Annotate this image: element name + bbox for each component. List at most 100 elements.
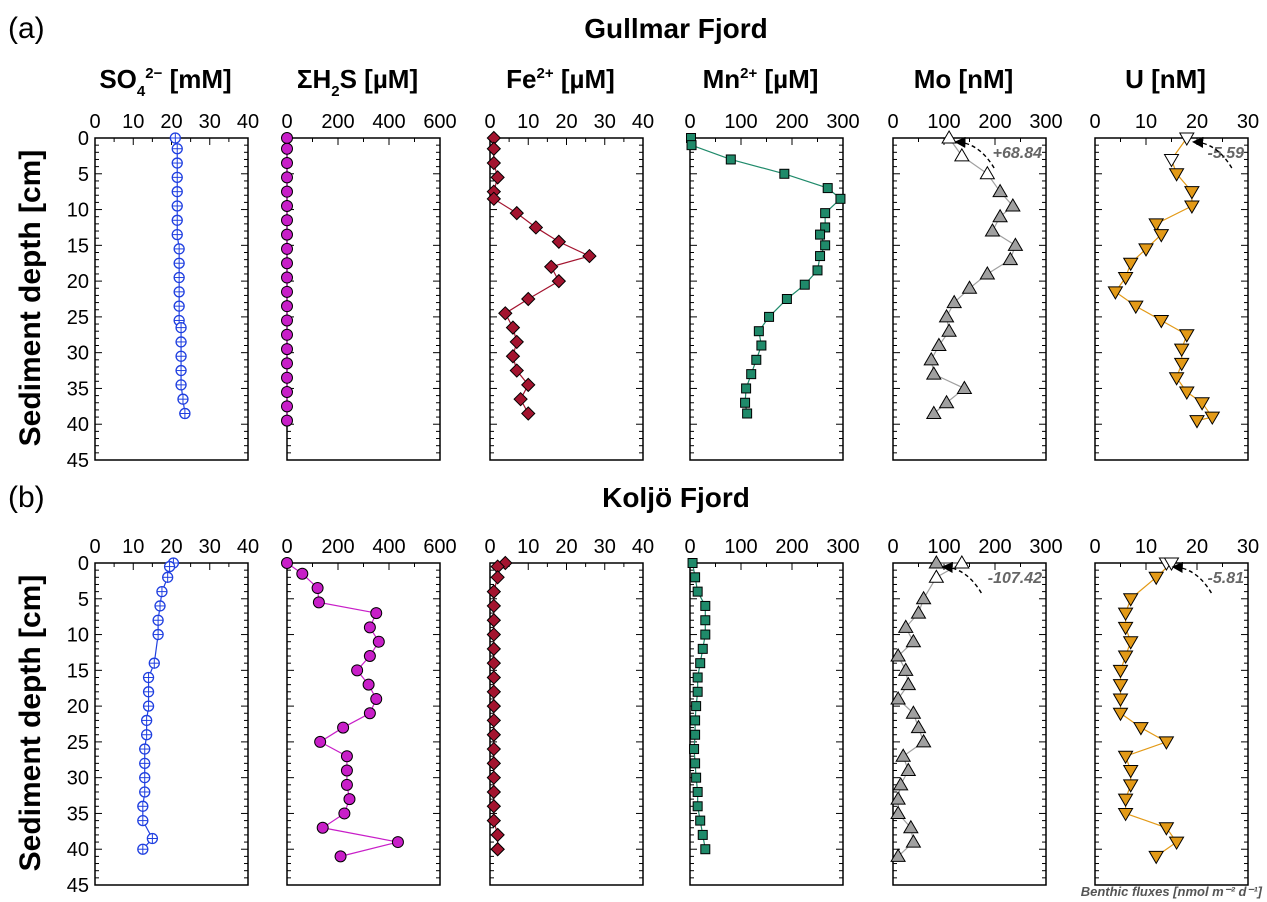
x-tick-label: 100 <box>927 536 960 558</box>
data-point-u <box>1148 850 1165 865</box>
data-point-u <box>1117 272 1134 286</box>
data-point-mo <box>984 223 1001 237</box>
data-point-mo <box>890 791 906 805</box>
series-line-u <box>1114 137 1214 422</box>
x-tick-label: 20 <box>555 536 577 558</box>
y-tick-label: 15 <box>67 235 89 257</box>
plot-b-mo: 0 100 200 300 -107.42 <box>887 536 1063 886</box>
x-tick-label: 0 <box>684 111 695 133</box>
data-point-h2s <box>281 557 293 569</box>
y-tick-label: 10 <box>67 625 89 647</box>
x-tick-label: 300 <box>1029 536 1062 558</box>
x-tick-label: 20 <box>1186 111 1208 133</box>
x-tick-label: 40 <box>632 536 654 558</box>
data-point-h2s <box>343 793 356 806</box>
data-point-mn <box>692 801 703 812</box>
y-tick-label: 0 <box>78 553 89 575</box>
x-tick-label: 30 <box>199 111 221 133</box>
data-point-mo <box>925 366 942 380</box>
data-point-fe <box>521 377 536 393</box>
x-tick-label: 30 <box>594 111 616 133</box>
x-tick-label: 0 <box>484 536 495 558</box>
plot-a-u: 0 10 20 30 U [nM] -5.59 <box>1089 64 1259 461</box>
x-tick-label: 10 <box>517 111 539 133</box>
data-point-mn <box>822 183 833 194</box>
data-point-fe <box>486 670 502 685</box>
data-point-fe <box>486 741 502 757</box>
data-point-mo <box>900 676 917 691</box>
data-point-fe <box>551 234 567 249</box>
data-point-fe <box>521 291 536 307</box>
data-point-mn <box>753 326 764 337</box>
x-tick-label: 200 <box>321 536 354 558</box>
data-point-so4 <box>171 200 183 212</box>
data-point-so4 <box>177 393 189 405</box>
x-tick-label: 0 <box>684 536 695 558</box>
data-point-so4 <box>171 171 183 184</box>
x-tick-label: 400 <box>372 536 405 558</box>
flux-arrow <box>941 561 982 594</box>
data-point-mn <box>741 383 752 394</box>
data-point-mo <box>979 165 996 180</box>
data-point-mo <box>910 605 927 619</box>
flux-arrow <box>1171 561 1213 594</box>
data-point-h2s <box>363 707 376 720</box>
x-tick-label: 400 <box>372 111 405 133</box>
data-point-u <box>1112 664 1129 679</box>
x-tick-label: 0 <box>281 536 292 558</box>
data-point-u <box>1189 415 1205 429</box>
data-point-so4 <box>171 186 183 198</box>
x-tick-label: 30 <box>1237 111 1259 133</box>
data-point-u <box>1153 229 1170 243</box>
x-tick-label: 200 <box>978 111 1011 133</box>
data-point-u <box>1168 372 1185 386</box>
column-title: U [nM] <box>1125 64 1206 94</box>
data-point-mn <box>779 168 790 179</box>
data-point-h2s <box>281 185 293 198</box>
x-tick-label: 100 <box>724 536 757 558</box>
plot-frame <box>689 137 844 461</box>
x-tick-label: 0 <box>89 536 100 558</box>
x-tick-label: 40 <box>237 536 259 558</box>
data-point-fe <box>490 842 505 857</box>
plot-b-h2s: 0 200 400 600 <box>281 536 457 886</box>
column-title: ΣH2S [µM] <box>297 64 418 100</box>
data-point-u <box>1117 807 1134 822</box>
flux-arrow <box>1192 136 1233 169</box>
data-point-fe <box>486 627 502 642</box>
y-tick-label: 30 <box>67 768 89 790</box>
data-point-fe <box>486 770 502 785</box>
x-tick-label: 0 <box>1089 111 1100 133</box>
data-point-mn <box>689 744 700 755</box>
data-point-h2s <box>281 132 293 144</box>
y-axis-label-a: Sediment depth [cm] <box>14 150 47 447</box>
data-point-mo <box>931 337 947 352</box>
data-point-mo <box>928 555 945 569</box>
data-point-fe <box>486 684 502 700</box>
x-tick-label: 40 <box>237 111 259 133</box>
flux-annotation: -5.81 <box>1208 570 1245 587</box>
data-point-fe <box>582 248 597 264</box>
data-point-mn <box>815 229 826 240</box>
data-point-mo <box>897 662 914 676</box>
data-point-mo <box>923 351 940 366</box>
y-tick-label: 20 <box>67 696 89 718</box>
data-point-mn <box>700 629 711 640</box>
data-point-fe <box>486 613 502 628</box>
plot-frame <box>489 562 644 886</box>
data-point-mn <box>781 294 792 304</box>
data-point-u <box>1117 793 1134 808</box>
data-point-h2s <box>281 142 293 155</box>
data-point-so4 <box>171 214 183 226</box>
x-tick-label: 200 <box>775 536 808 558</box>
data-point-fe <box>486 584 502 599</box>
data-point-u <box>1122 257 1139 272</box>
data-point-mo <box>992 208 1008 223</box>
data-point-so4 <box>142 700 155 712</box>
data-point-so4 <box>152 614 164 626</box>
y-tick-label: 35 <box>67 378 89 400</box>
x-tick-label: 0 <box>1089 536 1100 558</box>
data-point-u <box>1168 836 1185 851</box>
data-point-mn <box>756 340 767 351</box>
data-point-so4 <box>175 336 187 348</box>
